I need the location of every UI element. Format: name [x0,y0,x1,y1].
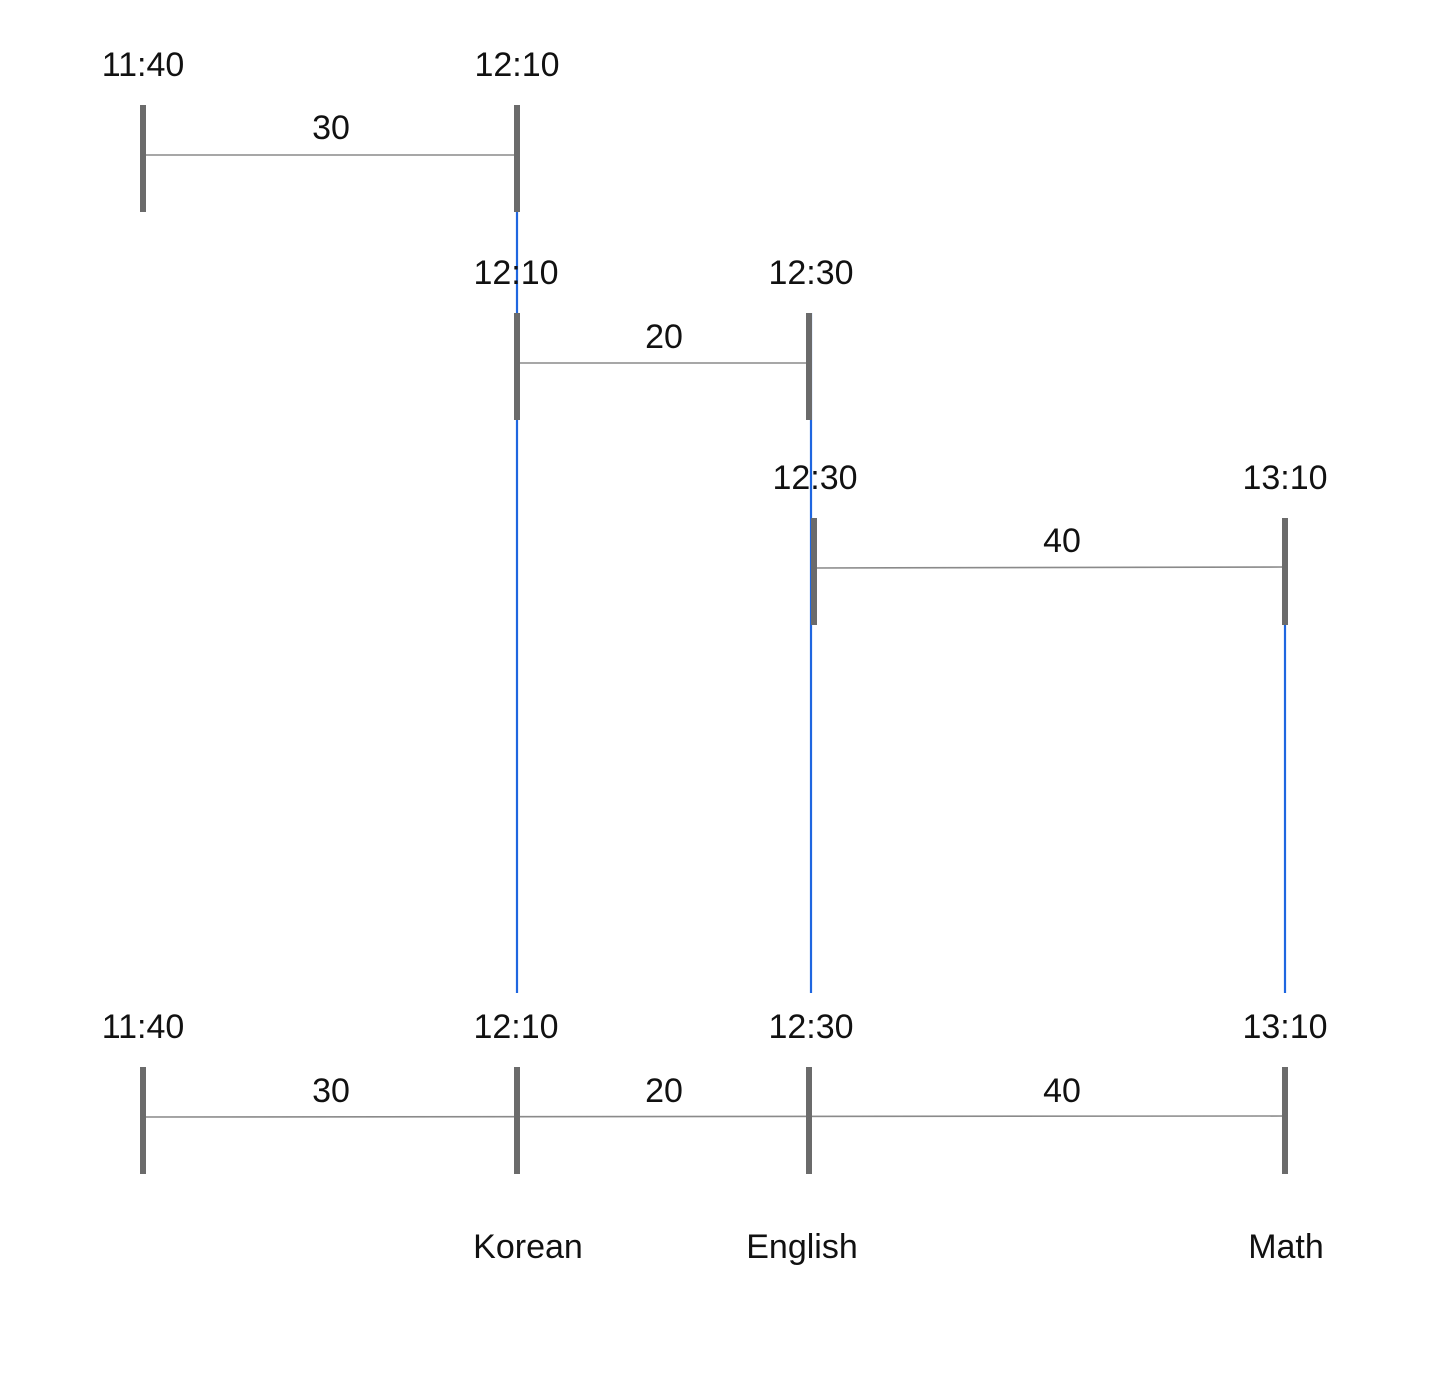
segment-start-time: 12:10 [473,254,558,292]
combined-duration: 20 [645,1072,683,1110]
segment-row-3: 12:30 13:10 40 [772,459,1328,625]
guide-lines [515,205,1287,993]
segment-end-time: 12:10 [474,46,559,84]
combined-time: 12:10 [473,1008,558,1046]
segment-end-time: 13:10 [1242,459,1327,497]
subject-label-math: Math [1248,1228,1324,1266]
combined-time: 13:10 [1242,1008,1327,1046]
segment-span-line [813,566,1286,569]
combined-time: 11:40 [102,1008,185,1046]
segment-row-2: 12:10 12:30 20 [473,254,854,420]
segment-start-time: 12:30 [772,459,857,497]
segment-duration: 40 [1043,522,1081,560]
combined-duration: 40 [1043,1072,1081,1110]
segment-duration: 20 [645,318,683,356]
combined-duration: 30 [312,1072,350,1110]
combined-span-line [142,1115,1286,1118]
subject-label-korean: Korean [473,1228,583,1266]
segment-row-1: 11:40 12:10 30 [102,46,560,212]
subject-label-english: English [746,1228,858,1266]
combined-time: 12:30 [768,1008,853,1046]
segment-start-time: 11:40 [102,46,185,84]
combined-timeline: 11:40 12:10 12:30 13:10 30 20 40 Korean … [102,1008,1328,1266]
segment-end-time: 12:30 [768,254,853,292]
segment-duration: 30 [312,109,350,147]
